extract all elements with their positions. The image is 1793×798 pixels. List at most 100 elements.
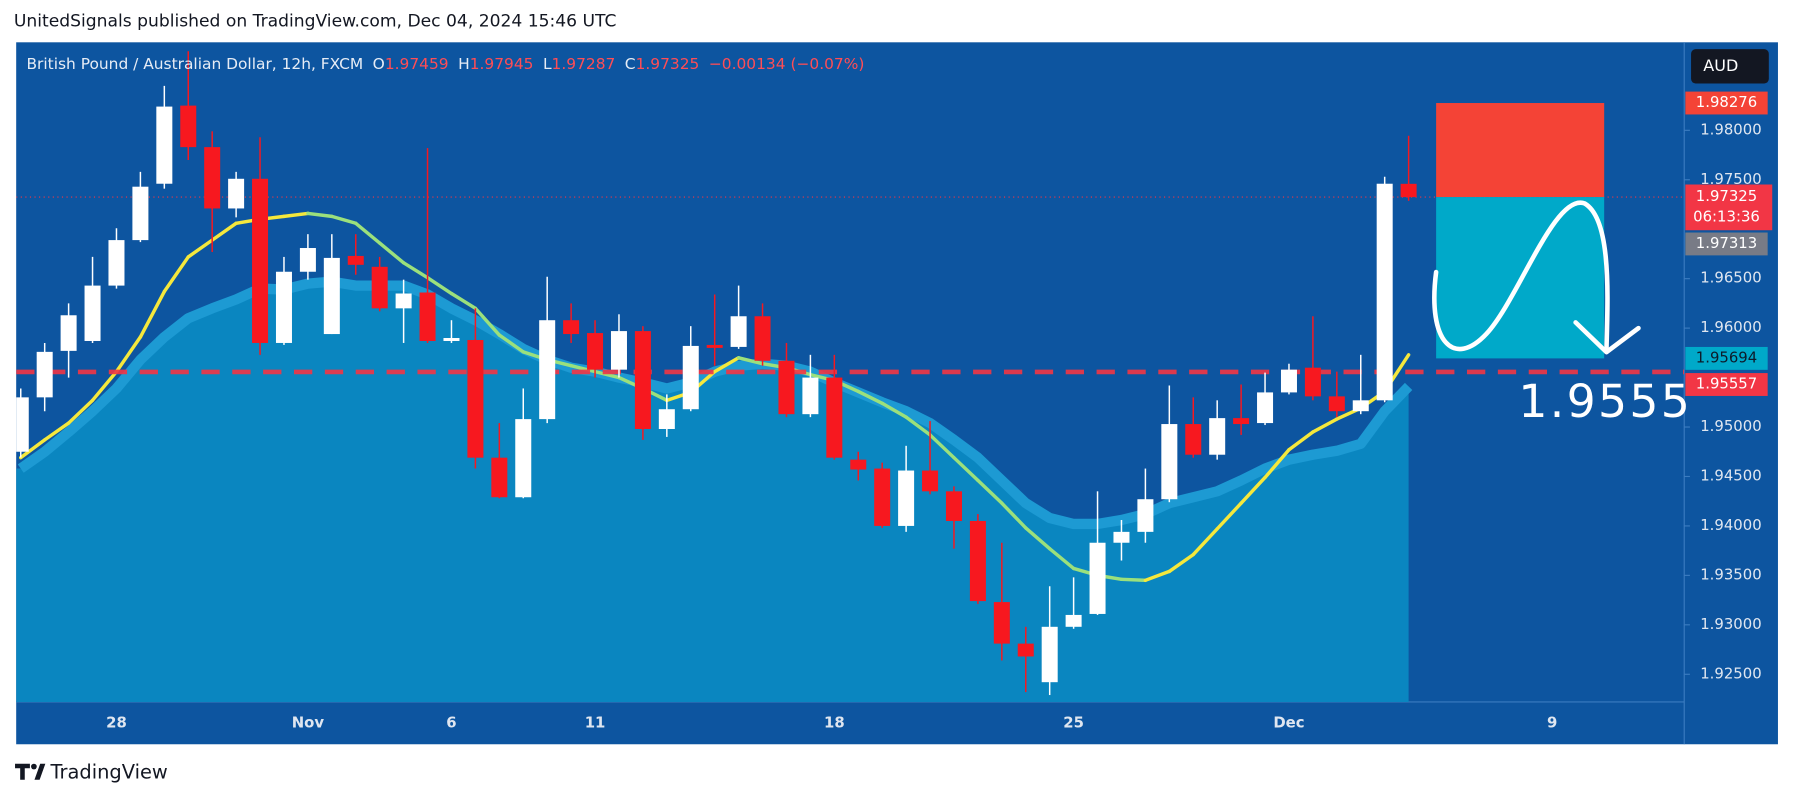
drawn-curve — [1432, 200, 1610, 353]
x-tick-label: Nov — [292, 714, 325, 732]
candle-body — [132, 186, 149, 241]
candle-body — [228, 178, 245, 209]
candle-body — [1065, 614, 1082, 627]
candle-body — [36, 351, 53, 398]
candle-body — [1089, 542, 1106, 614]
candle-body — [682, 345, 699, 410]
x-tick-label: 9 — [1547, 714, 1557, 732]
candle-body — [443, 338, 460, 341]
candle-body — [778, 360, 795, 415]
candle-body — [1352, 400, 1369, 412]
low-value: 1.97287 — [552, 55, 616, 73]
close-label: C — [625, 55, 636, 73]
ma-segment — [856, 389, 884, 406]
level-label-box — [1685, 373, 1768, 396]
low-label: L — [543, 55, 552, 73]
candle-body — [658, 409, 675, 430]
candle-body — [993, 602, 1010, 644]
logo-t — [15, 763, 30, 780]
annotation: 1.9555 — [1518, 375, 1692, 428]
candle-body — [826, 377, 843, 458]
candle-body — [347, 255, 364, 265]
ma-segment — [593, 369, 621, 380]
candle-body — [587, 333, 604, 370]
x-tick-label: 28 — [106, 714, 127, 732]
ma-segment — [1215, 501, 1243, 531]
level-label: 1.95557 — [1696, 375, 1757, 393]
candle-body — [802, 377, 819, 415]
candle-body — [1376, 183, 1393, 401]
currency-label: AUD — [1703, 56, 1738, 75]
x-tick-label: 6 — [446, 714, 456, 732]
ma-segment — [330, 214, 358, 226]
ma-segment — [210, 221, 238, 242]
candle-body — [84, 285, 101, 341]
ma-segment — [904, 415, 932, 437]
ma-segment — [90, 369, 119, 403]
stop-label: 1.98276 — [1696, 93, 1757, 111]
candle-body — [898, 470, 915, 526]
ma-segment — [1263, 448, 1291, 480]
candle-body — [1137, 499, 1154, 532]
ma-segment — [1311, 417, 1339, 434]
x-tick-label: 11 — [585, 714, 606, 732]
candle-body — [945, 491, 962, 521]
y-tick-label: 1.96500 — [1700, 269, 1761, 287]
brand-name: TradingView — [49, 760, 167, 783]
candle-body — [1233, 418, 1250, 425]
ma-segment — [449, 291, 478, 311]
candle-body — [323, 257, 340, 335]
candle-body — [252, 178, 269, 343]
candle-body — [1113, 531, 1130, 543]
ma-segment — [282, 211, 310, 219]
close-value: 1.97325 — [636, 55, 700, 73]
candle-body — [491, 457, 508, 498]
ma-segment — [306, 211, 334, 219]
last-price-label: 1.97325 — [1696, 187, 1757, 205]
ma-segment — [66, 398, 95, 425]
candle-body — [1328, 396, 1345, 412]
countdown-label: 06:13:36 — [1693, 208, 1760, 226]
candle-body — [1161, 424, 1178, 500]
candle-body — [539, 320, 556, 420]
candle-body — [563, 320, 580, 335]
candle-body — [922, 470, 939, 492]
ma-segment — [138, 289, 167, 339]
ma-segment — [1239, 475, 1267, 505]
candle-body — [850, 459, 867, 470]
ma-segment — [736, 356, 765, 366]
y-tick-label: 1.98000 — [1700, 120, 1761, 138]
ma-segment — [497, 333, 525, 354]
ma-segment — [1047, 546, 1076, 571]
x-tick-label: Dec — [1273, 714, 1304, 732]
candle-body — [706, 344, 723, 348]
candle-body — [60, 315, 77, 351]
ma-segment — [1167, 552, 1195, 574]
ma-segment — [1119, 577, 1148, 583]
last-price-label-box — [1685, 184, 1773, 231]
ma-segment — [1024, 526, 1052, 551]
high-value: 1.97945 — [470, 55, 534, 73]
header: British Pound / Australian Dollar, 12h, … — [26, 55, 864, 73]
bid-label: 1.97313 — [1696, 234, 1757, 252]
currency-button[interactable] — [1691, 49, 1769, 84]
candle-body — [1185, 424, 1202, 455]
ma-segment — [19, 438, 47, 460]
byline: UnitedSignals published on TradingView.c… — [14, 12, 617, 32]
candle-body — [1400, 183, 1417, 198]
ma-segment — [952, 455, 980, 483]
ma-segment — [377, 241, 406, 265]
candle-body — [204, 147, 221, 209]
ma-segment — [42, 421, 71, 442]
candle-body — [874, 468, 891, 526]
candle-body — [371, 266, 388, 309]
candle-body — [1304, 367, 1321, 397]
candle-body — [634, 331, 651, 430]
band-area — [16, 281, 1409, 702]
ma-segment — [1000, 501, 1028, 530]
candle-body — [969, 520, 986, 602]
open-value: 1.97459 — [385, 55, 449, 73]
y-tick-label: 1.94000 — [1700, 516, 1761, 534]
